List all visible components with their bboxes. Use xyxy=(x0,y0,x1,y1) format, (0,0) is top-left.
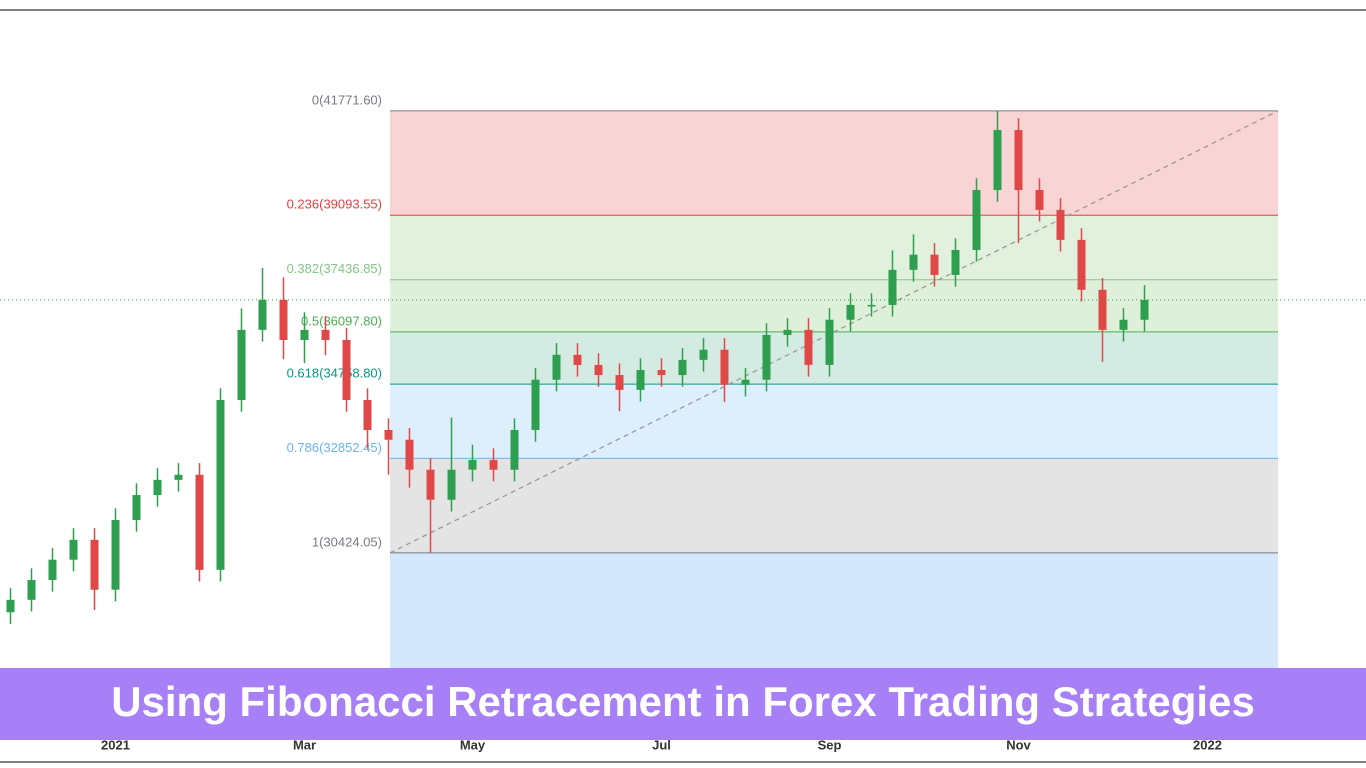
candle-body xyxy=(867,304,876,307)
candle-body xyxy=(153,479,162,496)
candle-body xyxy=(111,519,120,590)
chart-title: Using Fibonacci Retracement in Forex Tra… xyxy=(111,678,1255,725)
candle-body xyxy=(594,364,603,376)
candle-body xyxy=(741,379,750,385)
candle-body xyxy=(615,375,624,390)
candle-body xyxy=(258,299,267,330)
fib-zone xyxy=(390,552,1278,668)
candle-body xyxy=(1098,289,1107,330)
candle-body xyxy=(405,439,414,470)
x-tick-label: Jul xyxy=(652,737,671,752)
candle-body xyxy=(972,190,981,251)
candle-body xyxy=(6,599,15,613)
x-tick-label: 2021 xyxy=(101,737,130,752)
plot: 2021 Mar May Jul Sep Nov 2022 xyxy=(0,110,1366,752)
candle-body xyxy=(237,329,246,400)
candle-body xyxy=(342,339,351,400)
candle-body xyxy=(825,319,834,365)
candle-body xyxy=(363,399,372,430)
candle-body xyxy=(300,329,309,340)
fib-label: 0.618(34758.80) xyxy=(287,366,382,381)
candle-body xyxy=(1035,190,1044,210)
candle-body xyxy=(1014,130,1023,191)
candle-body xyxy=(762,334,771,380)
fib-label: 0.382(37436.85) xyxy=(287,261,382,276)
fib-label: 1(30424.05) xyxy=(312,534,382,549)
candle-body xyxy=(48,559,57,580)
candle-body xyxy=(27,579,36,600)
candle-body xyxy=(636,369,645,390)
candle-body xyxy=(1140,299,1149,320)
x-tick-label: 2022 xyxy=(1193,737,1222,752)
x-tick-label: May xyxy=(460,737,486,752)
fib-label: 0.5(36097.80) xyxy=(301,313,382,328)
candle-body xyxy=(846,304,855,320)
candle-body xyxy=(993,130,1002,191)
candle-body xyxy=(468,459,477,470)
fib-zone xyxy=(390,331,1278,385)
candle-body xyxy=(699,349,708,360)
candle-body xyxy=(552,354,561,380)
candle-body xyxy=(321,329,330,340)
candle-body xyxy=(888,269,897,305)
candle-body xyxy=(804,329,813,365)
candle-body xyxy=(720,349,729,385)
candle-body xyxy=(216,399,225,570)
title-banner xyxy=(0,668,1366,740)
fib-trend-line xyxy=(389,110,1279,554)
candle-body xyxy=(783,329,792,335)
fib-zone xyxy=(390,215,1278,280)
x-tick-label: Sep xyxy=(818,737,842,752)
candle-body xyxy=(447,469,456,500)
candle-body xyxy=(489,459,498,470)
fib-zone xyxy=(390,384,1278,459)
candle-body xyxy=(930,254,939,275)
candle-body xyxy=(1119,319,1128,330)
candle-body xyxy=(573,354,582,365)
candle-body xyxy=(1056,209,1065,240)
candle-body xyxy=(951,250,960,275)
candle-body xyxy=(510,429,519,470)
candle-body xyxy=(531,379,540,430)
fib-zones: 0(41771.60) 0.236(39093.55) 0.382(37436.85… xyxy=(287,92,1279,668)
candle-body xyxy=(909,254,918,270)
candle-body xyxy=(174,474,183,480)
fib-label: 0.786(32852.45) xyxy=(287,440,382,455)
fib-zone xyxy=(390,110,1278,216)
candle-body xyxy=(279,299,288,340)
candle-body xyxy=(426,469,435,500)
x-tick-label: Nov xyxy=(1006,737,1031,752)
candle-body xyxy=(69,539,78,560)
candle-body xyxy=(90,539,99,590)
candle-body xyxy=(384,429,393,440)
candle-body xyxy=(678,359,687,376)
candle-body xyxy=(657,369,666,376)
candle-body xyxy=(1077,239,1086,290)
candle-body xyxy=(195,474,204,570)
candle-body xyxy=(132,495,141,520)
fib-label: 0(41771.60) xyxy=(312,92,382,107)
x-tick-label: Mar xyxy=(293,737,316,752)
fib-zone xyxy=(390,279,1278,332)
fib-label: 0.236(39093.55) xyxy=(287,197,382,212)
fib-zone xyxy=(390,458,1278,553)
